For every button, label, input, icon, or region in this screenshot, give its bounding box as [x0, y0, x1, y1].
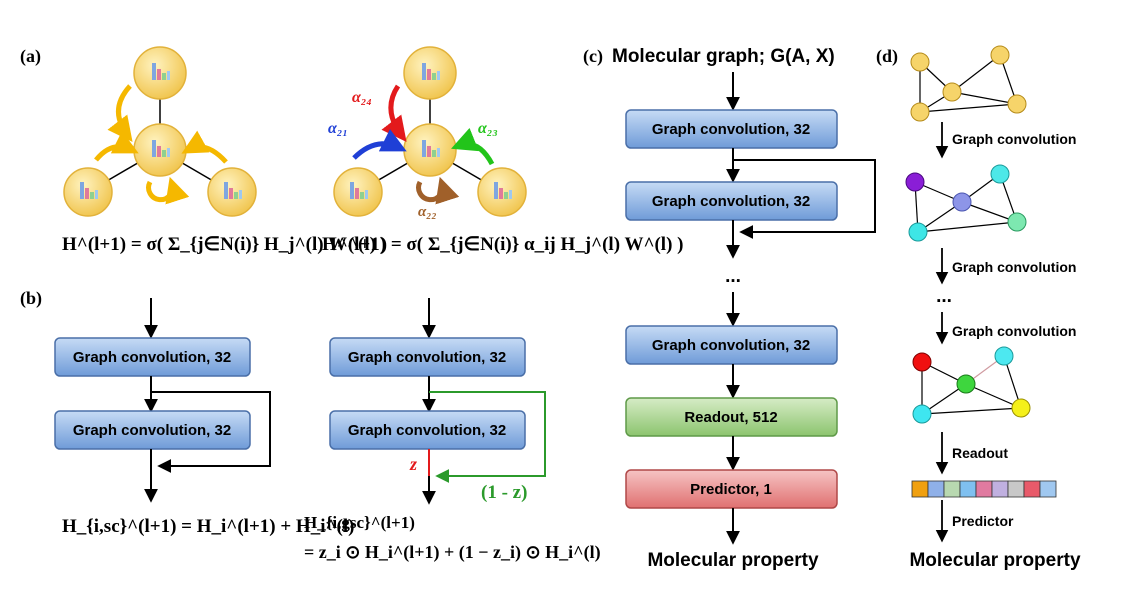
input-molecule-graph — [910, 45, 1027, 122]
graph-convolution-box — [625, 109, 838, 149]
alpha-21-label: α₂₁ — [328, 120, 348, 137]
graph-convolution-box — [54, 337, 251, 377]
graph-convolution-label: Graph convolution, 32 — [348, 422, 506, 439]
node — [403, 123, 457, 177]
attention-arrow-23 — [451, 127, 495, 166]
formula-gcn: H^(l+1) = σ( Σ_{j∈N(i)} H_j^(l) W^(l) ) — [62, 234, 387, 255]
alpha-23-label: α₂₃ — [478, 120, 498, 137]
graph-convolution-label: Graph convolution, 32 — [73, 422, 231, 439]
graph-convolution-box — [329, 410, 526, 450]
node — [63, 167, 113, 217]
step-predictor: Predictor — [952, 513, 1014, 529]
formula-skip-connection: H_{i,sc}^(l+1) = H_i^(l+1) + H_i^(l) — [62, 516, 354, 537]
panel-b-gated-skip-connection: Graph convolution, 32 Graph convolution,… — [304, 298, 601, 563]
graph-convolution-box — [625, 181, 838, 221]
molecular-graph-title: Molecular graph; G(A, X) — [612, 46, 835, 67]
graph-convolution-label: Graph convolution, 32 — [348, 349, 506, 366]
node — [133, 46, 187, 100]
formula-gat: H^(l+1) = σ( Σ_{j∈N(i)} α_ij H_j^(l) W^(… — [322, 234, 684, 255]
step-readout: Readout — [952, 445, 1008, 461]
step-graph-convolution-1: Graph convolution — [952, 131, 1076, 147]
molecular-property-output: Molecular property — [647, 550, 818, 571]
predictor-box — [625, 469, 838, 509]
graph-convolution-label: Graph convolution, 32 — [652, 193, 810, 210]
message-arrow — [94, 130, 139, 162]
graph-convolution-box — [625, 325, 838, 365]
convolved-molecule-graph-n — [912, 346, 1031, 424]
graph-convolution-label: Graph convolution, 32 — [652, 337, 810, 354]
formula-gsc-head: H_{i,gsc}^(l+1) — [304, 513, 415, 532]
gate-z-label: z — [409, 454, 417, 474]
graph-convolution-box — [329, 337, 526, 377]
predictor-label: Predictor, 1 — [690, 481, 772, 498]
readout-vector — [911, 480, 1057, 498]
panel-a-right-graph: α₂₄ α₂₁ α₂₃ α₂₂ — [328, 46, 527, 220]
panel-label-b: (b) — [20, 288, 42, 309]
panel-b-skip-connection: Graph convolution, 32 Graph convolution,… — [54, 298, 354, 537]
graph-convolution-label: Graph convolution, 32 — [652, 121, 810, 138]
node — [333, 167, 383, 217]
graph-convolution-box — [54, 410, 251, 450]
message-arrow — [107, 84, 133, 142]
panel-c-pipeline: Molecular graph; G(A, X) Graph convoluti… — [612, 46, 876, 571]
gate-one-minus-z-label: (1 - z) — [481, 482, 527, 503]
alpha-22-label: α₂₂ — [418, 204, 437, 220]
alpha-24-label: α₂₄ — [352, 89, 372, 106]
node — [477, 167, 527, 217]
node — [207, 167, 257, 217]
attention-arrow-21 — [352, 128, 407, 160]
graph-convolution-label: Graph convolution, 32 — [73, 349, 231, 366]
step-graph-convolution-3: Graph convolution — [952, 323, 1076, 339]
panel-label-c: (c) — [583, 46, 603, 67]
panel-d-graphs: Graph convolution Graph convolution ... … — [905, 45, 1081, 571]
self-loop-arrow — [146, 176, 190, 205]
readout-box — [625, 397, 838, 437]
message-arrow — [181, 130, 228, 164]
convolved-molecule-graph-1 — [905, 164, 1027, 242]
attention-arrow-24 — [381, 84, 407, 142]
panel-a-left-graph — [63, 46, 257, 217]
panel-label-d: (d) — [876, 46, 898, 67]
node — [403, 46, 457, 100]
layers-ellipsis: ... — [725, 266, 741, 287]
step-graph-convolution-2: Graph convolution — [952, 259, 1076, 275]
molecular-property-output-d: Molecular property — [909, 550, 1080, 571]
panel-label-a: (a) — [20, 46, 41, 67]
attention-self-loop-22 — [416, 176, 460, 205]
formula-gsc-body: = z_i ⊙ H_i^(l+1) + (1 − z_i) ⊙ H_i^(l) — [304, 542, 601, 563]
steps-ellipsis: ... — [936, 286, 952, 307]
readout-label: Readout, 512 — [684, 409, 777, 426]
node — [133, 123, 187, 177]
